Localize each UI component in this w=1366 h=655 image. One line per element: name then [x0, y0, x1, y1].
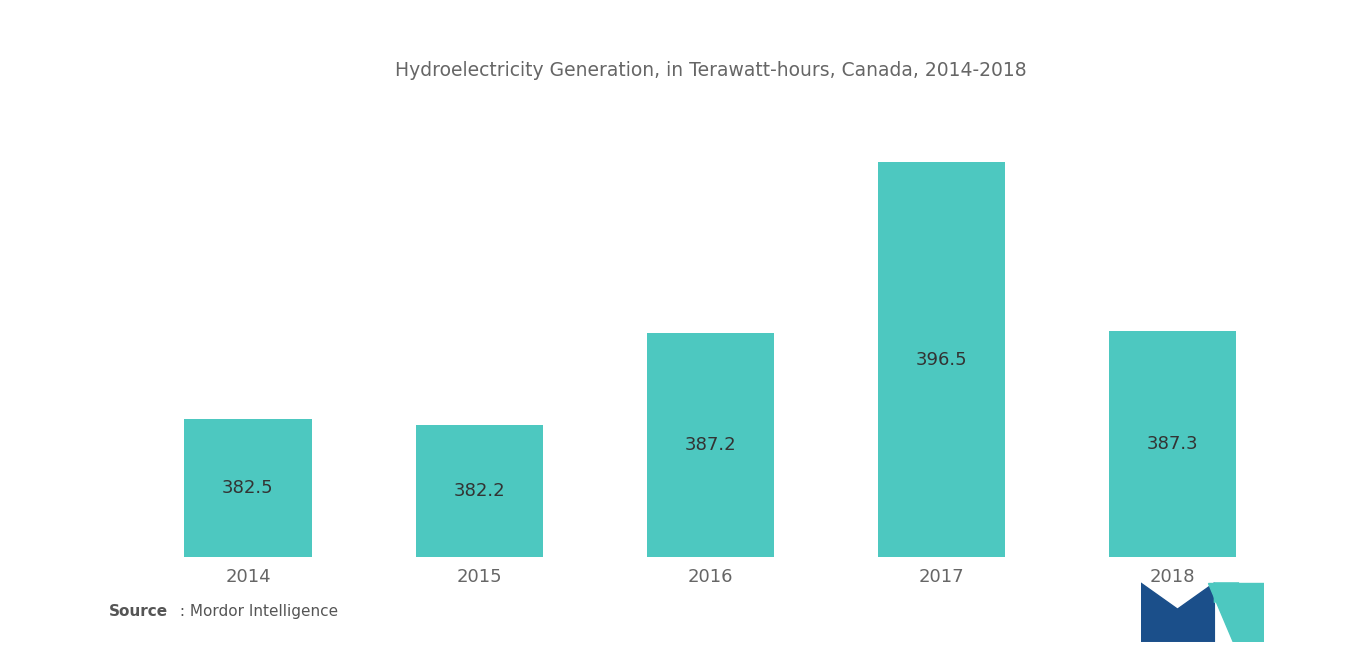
Text: Source: Source: [109, 604, 168, 619]
Polygon shape: [1141, 583, 1214, 642]
Bar: [646, 333, 775, 655]
Polygon shape: [1214, 583, 1239, 603]
Polygon shape: [1208, 583, 1264, 642]
Bar: [415, 424, 542, 655]
Bar: [1109, 331, 1236, 655]
Text: 387.3: 387.3: [1147, 435, 1198, 453]
Text: : Mordor Intelligence: : Mordor Intelligence: [175, 604, 337, 619]
Bar: [184, 419, 311, 655]
Text: 396.5: 396.5: [915, 350, 967, 369]
Text: 382.2: 382.2: [454, 481, 505, 500]
Text: 387.2: 387.2: [684, 436, 736, 454]
Title: Hydroelectricity Generation, in Terawatt-hours, Canada, 2014-2018: Hydroelectricity Generation, in Terawatt…: [395, 61, 1026, 80]
Text: 382.5: 382.5: [223, 479, 273, 497]
Bar: [878, 162, 1005, 655]
